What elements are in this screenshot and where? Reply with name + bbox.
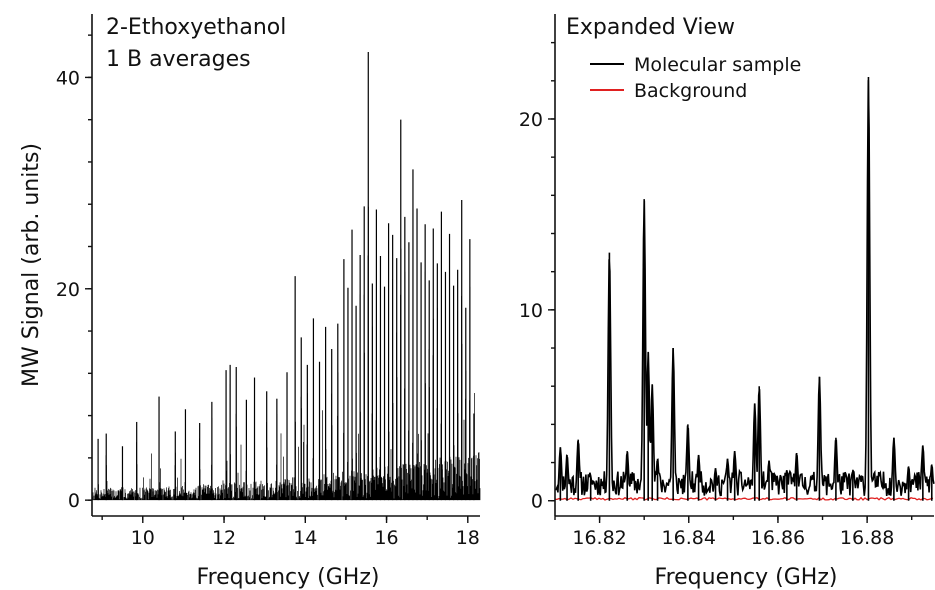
right-series-0-trace xyxy=(554,80,935,497)
right-ticks: 16.82 16.84 16.86 16.88 0 10 20 xyxy=(519,41,913,549)
right-x-axis-title: Frequency (GHz) xyxy=(655,565,838,590)
left-x-tick-label: 12 xyxy=(212,527,236,549)
left-x-axis-title: Frequency (GHz) xyxy=(197,565,380,590)
left-x-tick-label: 14 xyxy=(293,527,317,549)
right-x-tick-label: 16.86 xyxy=(751,527,805,549)
left-y-axis-title: MW Signal (arb. units) xyxy=(19,143,44,387)
left-series-0-trace xyxy=(92,173,481,501)
left-x-tick-label: 16 xyxy=(374,527,398,549)
left-y-tick-label: 20 xyxy=(56,279,80,301)
left-y-tick-label: 0 xyxy=(68,490,80,512)
right-title: Expanded View xyxy=(566,15,735,40)
legend-label-molecular: Molecular sample xyxy=(634,54,801,76)
left-annotation-compound: 2-Ethoxyethanol xyxy=(106,15,286,40)
left-panel: 10 12 14 16 18 0 20 40 2-Ethoxyethanol 1 B aver… xyxy=(19,14,481,590)
legend-label-background: Background xyxy=(634,80,747,102)
right-y-tick-label: 10 xyxy=(519,300,543,322)
left-annotation-averages: 1 B averages xyxy=(106,47,251,72)
right-x-tick-label: 16.82 xyxy=(572,527,626,549)
left-y-tick-label: 40 xyxy=(56,67,80,89)
right-y-tick-label: 0 xyxy=(531,491,543,513)
left-x-tick-label: 18 xyxy=(456,527,480,549)
right-plot-area xyxy=(554,76,935,501)
legend: Molecular sample Background xyxy=(590,54,801,102)
right-x-tick-label: 16.84 xyxy=(662,527,716,549)
right-y-tick-label: 20 xyxy=(519,109,543,131)
left-ticks: 10 12 14 16 18 0 20 40 xyxy=(56,34,480,549)
left-x-tick-label: 10 xyxy=(131,527,155,549)
left-plot-area xyxy=(92,52,481,501)
right-series-1-line xyxy=(554,496,934,501)
right-x-tick-label: 16.88 xyxy=(840,527,894,549)
